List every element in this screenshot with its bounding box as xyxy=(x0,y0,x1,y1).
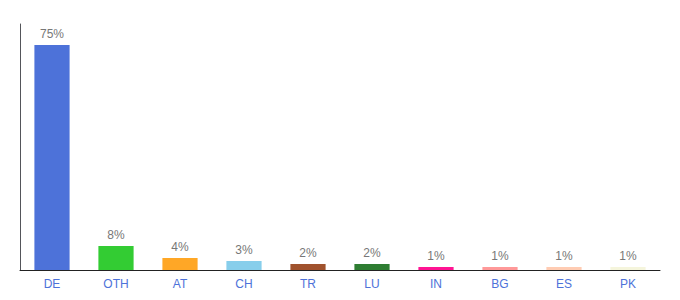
svg-text:1%: 1% xyxy=(555,249,573,263)
svg-text:OTH: OTH xyxy=(103,277,128,291)
svg-text:1%: 1% xyxy=(427,249,445,263)
svg-text:1%: 1% xyxy=(491,249,509,263)
svg-text:4%: 4% xyxy=(171,240,189,254)
svg-text:3%: 3% xyxy=(235,243,253,257)
svg-text:ES: ES xyxy=(556,277,572,291)
svg-text:1%: 1% xyxy=(619,249,637,263)
svg-text:DE: DE xyxy=(44,277,61,291)
svg-text:BG: BG xyxy=(491,277,508,291)
svg-text:8%: 8% xyxy=(107,228,125,242)
svg-text:CH: CH xyxy=(235,277,252,291)
svg-text:AT: AT xyxy=(173,277,188,291)
svg-text:75%: 75% xyxy=(40,27,64,41)
svg-text:2%: 2% xyxy=(299,246,317,260)
svg-text:IN: IN xyxy=(430,277,442,291)
svg-text:2%: 2% xyxy=(363,246,381,260)
svg-text:PK: PK xyxy=(620,277,636,291)
svg-text:TR: TR xyxy=(300,277,316,291)
svg-text:LU: LU xyxy=(364,277,379,291)
